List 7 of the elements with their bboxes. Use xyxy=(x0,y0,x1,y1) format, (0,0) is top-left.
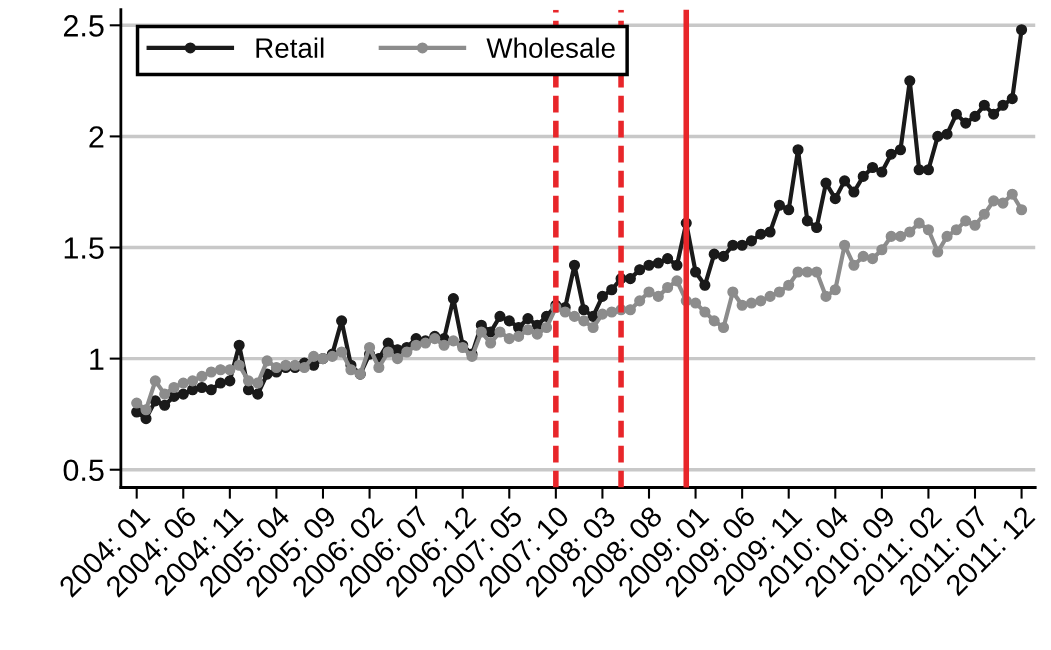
y-tick-label: 1 xyxy=(90,348,104,370)
y-tick-label: 1.5 xyxy=(64,237,104,259)
y-tick-label: 0.5 xyxy=(63,459,104,482)
y-tick-label: 2.5 xyxy=(63,15,104,37)
legend-label: Wholesale xyxy=(486,37,615,58)
y-tick-label: 2 xyxy=(89,126,104,148)
legend-label: Retail xyxy=(256,37,324,58)
